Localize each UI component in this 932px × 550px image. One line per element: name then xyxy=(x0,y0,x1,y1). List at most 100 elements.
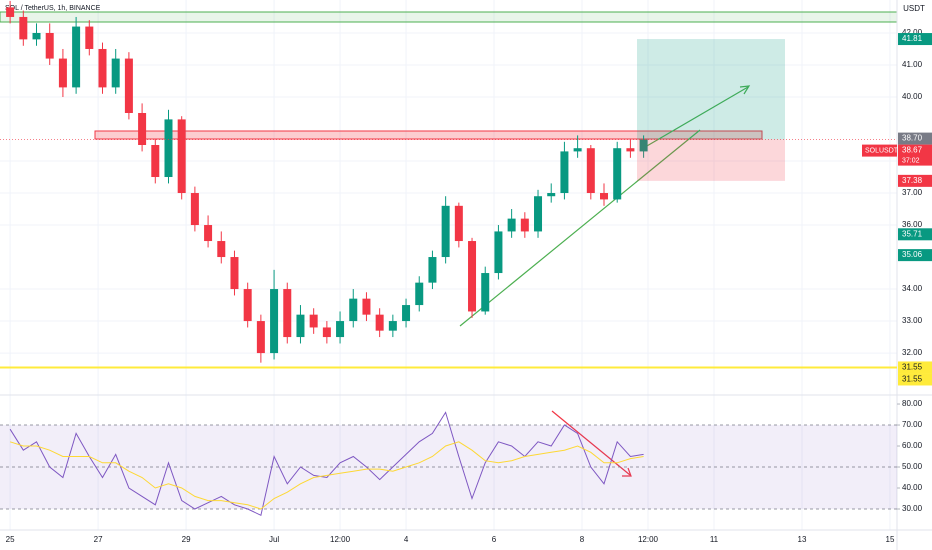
x-tick-label: 12:00 xyxy=(638,535,659,544)
price-badge-label: 38.70 xyxy=(902,134,923,143)
candle-body xyxy=(151,145,160,178)
candle-body xyxy=(613,148,622,200)
y-tick-label: 70.00 xyxy=(902,420,923,429)
price-badge xyxy=(898,33,932,46)
candle-body xyxy=(6,7,15,17)
candle-body xyxy=(322,327,331,338)
x-tick-label: Jul xyxy=(269,535,279,544)
candle-body xyxy=(560,151,569,194)
candle-body xyxy=(388,321,397,331)
candle-body xyxy=(428,257,437,283)
symbol-badge-label: SOLUSDT xyxy=(865,147,899,154)
y-tick-label: 36.00 xyxy=(902,220,923,229)
candle-body xyxy=(481,273,490,312)
y-tick-label: 32.00 xyxy=(902,348,923,357)
candle-body xyxy=(507,218,516,232)
candle-body xyxy=(177,119,186,194)
candle-body xyxy=(243,289,252,322)
arrow-head xyxy=(622,467,632,477)
candle-body xyxy=(468,241,477,312)
candle-body xyxy=(547,193,556,197)
candle-body xyxy=(309,314,318,328)
countdown-label: 37:02 xyxy=(902,157,920,164)
candle-body xyxy=(534,196,543,232)
candle-body xyxy=(32,32,41,40)
x-tick-label: 13 xyxy=(798,535,807,544)
x-tick-label: 12:00 xyxy=(330,535,351,544)
countdown-badge xyxy=(898,155,932,166)
candle-body xyxy=(190,193,199,226)
candle-body xyxy=(494,231,503,274)
price-badge xyxy=(898,228,932,241)
symbol-badge xyxy=(862,144,897,157)
x-tick-label: 29 xyxy=(182,535,191,544)
rsi-line xyxy=(9,441,644,510)
candle-body xyxy=(441,205,450,258)
price-badge-label: 31.55 xyxy=(902,375,923,384)
candle-body xyxy=(204,225,213,242)
support-zone-top xyxy=(0,11,898,23)
y-tick-label: 40.00 xyxy=(902,483,923,492)
x-tick-label: 8 xyxy=(580,535,585,544)
candle-body xyxy=(402,305,411,322)
price-badge-label: 37.38 xyxy=(902,176,923,185)
x-tick-label: 25 xyxy=(6,535,15,544)
price-badge xyxy=(898,144,932,157)
candle-body xyxy=(415,282,424,306)
rsi-line xyxy=(9,411,644,517)
price-badge xyxy=(898,361,932,374)
candle-body xyxy=(85,26,94,49)
candle-body xyxy=(19,16,28,40)
price-badge-label: 35.71 xyxy=(902,229,923,238)
candle-body xyxy=(626,148,635,152)
currency: USDT xyxy=(903,4,925,13)
candle-body xyxy=(98,48,107,88)
rsi-band xyxy=(0,425,897,510)
trend-line xyxy=(459,129,701,327)
divergence-arrow xyxy=(551,410,631,476)
candle-body xyxy=(230,257,239,290)
resistance-zone xyxy=(94,130,763,140)
y-tick-label: 80.00 xyxy=(902,399,923,408)
candle-body xyxy=(586,148,595,194)
position-target xyxy=(637,39,785,140)
candle-body xyxy=(270,289,279,354)
candle-body xyxy=(600,193,609,200)
x-tick-label: 27 xyxy=(94,535,103,544)
x-tick-label: 4 xyxy=(404,535,409,544)
y-tick-label: 50.00 xyxy=(902,462,923,471)
price-badge xyxy=(898,373,932,386)
y-tick-label: 60.00 xyxy=(902,441,923,450)
price-badge xyxy=(898,174,932,187)
symbol-header: SOL / TetherUS, 1h, BINANCE xyxy=(5,5,101,12)
price-badge-label: 38.67 xyxy=(902,146,923,155)
price-badge-label: 41.81 xyxy=(902,34,923,43)
candle-body xyxy=(217,241,226,258)
candle-body xyxy=(375,314,384,331)
y-tick-label: 40.00 xyxy=(902,92,923,101)
y-tick-label: 41.00 xyxy=(902,60,923,69)
candle-body xyxy=(336,321,345,338)
candle-body xyxy=(349,298,358,322)
candle-body xyxy=(58,58,67,88)
candle-body xyxy=(520,218,529,232)
candle-body xyxy=(362,298,371,315)
x-tick-label: 11 xyxy=(710,535,719,544)
candle-body xyxy=(45,32,54,59)
candle-body xyxy=(72,26,81,88)
candle-body xyxy=(256,321,265,354)
price-badge xyxy=(898,249,932,262)
candle-body xyxy=(296,314,305,338)
candle-body xyxy=(573,148,582,152)
arrow-head xyxy=(739,85,751,95)
price-badge-label: 31.55 xyxy=(902,363,923,372)
candle-body xyxy=(164,119,173,178)
candle-body xyxy=(454,205,463,242)
y-tick-label: 37.00 xyxy=(902,188,923,197)
y-tick-label: 34.00 xyxy=(902,284,923,293)
price-badge xyxy=(898,132,932,145)
x-tick-label: 6 xyxy=(492,535,497,544)
candle-body xyxy=(124,58,133,113)
